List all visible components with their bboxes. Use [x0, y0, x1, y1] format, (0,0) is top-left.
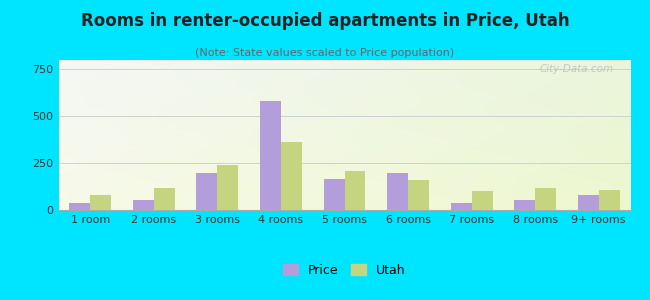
- Bar: [70, 202, 90, 210]
- Text: (Note: State values scaled to Price population): (Note: State values scaled to Price popu…: [196, 48, 454, 58]
- Bar: [154, 188, 175, 210]
- Bar: [578, 195, 599, 210]
- Bar: [387, 172, 408, 210]
- Text: City-Data.com: City-Data.com: [540, 64, 614, 74]
- Bar: [599, 190, 619, 210]
- Bar: [324, 179, 344, 210]
- Bar: [514, 200, 535, 210]
- Bar: [535, 188, 556, 210]
- Bar: [281, 142, 302, 210]
- Bar: [133, 200, 154, 210]
- Text: Rooms in renter-occupied apartments in Price, Utah: Rooms in renter-occupied apartments in P…: [81, 12, 569, 30]
- Bar: [450, 202, 472, 210]
- Bar: [472, 191, 493, 210]
- Bar: [217, 165, 239, 210]
- Bar: [196, 173, 217, 210]
- Bar: [408, 180, 429, 210]
- Bar: [90, 195, 111, 210]
- Bar: [344, 171, 365, 210]
- Bar: [260, 101, 281, 210]
- Legend: Price, Utah: Price, Utah: [278, 259, 411, 282]
